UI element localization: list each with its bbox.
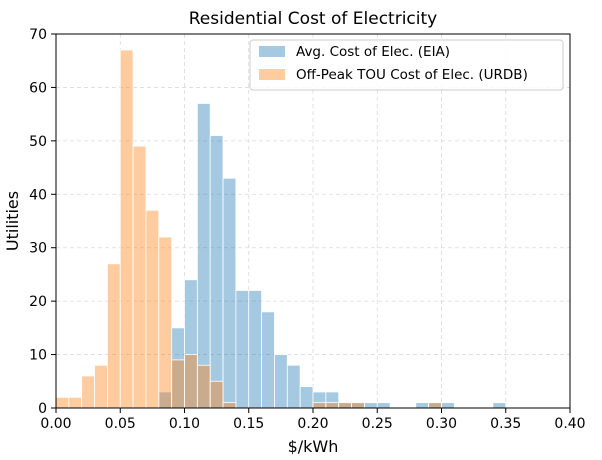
bar-urdb bbox=[196, 364, 211, 409]
bar-urdb bbox=[209, 380, 224, 409]
y-tick-label: 70 bbox=[29, 27, 47, 43]
bar-urdb bbox=[55, 396, 70, 409]
bar-urdb bbox=[171, 359, 185, 409]
bar-urdb bbox=[428, 402, 442, 409]
legend-label-urdb: Off-Peak TOU Cost of Elec. (URDB) bbox=[296, 67, 528, 83]
bar-urdb bbox=[312, 402, 327, 409]
x-tick-label: 0.20 bbox=[297, 416, 328, 432]
x-tick-label: 0.00 bbox=[40, 416, 71, 432]
x-axis-ticks: 0.00 0.05 0.10 0.15 0.20 0.25 0.30 0.35 0.40 bbox=[40, 408, 586, 432]
bar-urdb bbox=[158, 236, 173, 409]
bar-urdb bbox=[107, 263, 121, 409]
bar-urdb bbox=[222, 402, 237, 409]
x-tick-label: 0.25 bbox=[362, 416, 393, 432]
bar-eia bbox=[248, 290, 263, 409]
x-tick-label: 0.40 bbox=[554, 416, 585, 432]
bar-urdb bbox=[325, 402, 340, 409]
bar-eia bbox=[415, 402, 430, 409]
bar-urdb bbox=[119, 49, 134, 409]
bar-urdb bbox=[132, 145, 147, 409]
y-tick-label: 0 bbox=[38, 401, 47, 417]
x-tick-label: 0.30 bbox=[426, 416, 457, 432]
legend-label-eia: Avg. Cost of Elec. (EIA) bbox=[296, 44, 450, 60]
bar-urdb bbox=[81, 375, 95, 409]
legend-box bbox=[249, 39, 564, 91]
bar-eia bbox=[196, 103, 211, 409]
x-tick-label: 0.15 bbox=[233, 416, 264, 432]
bar-eia bbox=[222, 177, 237, 409]
bar-eia bbox=[363, 402, 378, 409]
x-tick-label: 0.05 bbox=[105, 416, 136, 432]
chart-title: Residential Cost of Electricity bbox=[189, 9, 437, 29]
histogram-bars bbox=[55, 49, 507, 409]
y-tick-label: 60 bbox=[29, 80, 47, 96]
bar-eia bbox=[441, 402, 455, 409]
bar-urdb bbox=[184, 354, 198, 409]
y-tick-label: 40 bbox=[29, 187, 47, 203]
bar-urdb bbox=[68, 396, 83, 409]
bar-eia bbox=[299, 386, 314, 409]
x-tick-label: 0.10 bbox=[169, 416, 200, 432]
bar-urdb bbox=[338, 402, 352, 409]
bar-urdb bbox=[351, 402, 365, 409]
y-tick-label: 30 bbox=[29, 241, 47, 257]
y-axis-ticks: 0 10 20 30 40 50 60 70 bbox=[29, 27, 56, 417]
legend: Avg. Cost of Elec. (EIA) Off-Peak TOU Co… bbox=[249, 39, 564, 91]
x-axis-label: $/kWh bbox=[288, 437, 339, 456]
x-tick-label: 0.35 bbox=[490, 416, 521, 432]
bar-eia bbox=[235, 290, 250, 409]
bar-eia bbox=[286, 364, 301, 409]
y-tick-label: 20 bbox=[29, 294, 47, 310]
legend-swatch-eia bbox=[259, 46, 285, 57]
bar-eia bbox=[274, 354, 288, 409]
y-tick-label: 50 bbox=[29, 134, 47, 150]
bar-urdb bbox=[145, 209, 160, 409]
legend-swatch-urdb bbox=[259, 69, 285, 80]
y-axis-label: Utilities bbox=[3, 191, 22, 251]
bar-urdb bbox=[94, 364, 108, 409]
bar-eia bbox=[209, 135, 224, 409]
bar-eia bbox=[492, 402, 507, 409]
bar-eia bbox=[261, 311, 275, 409]
y-tick-label: 10 bbox=[29, 348, 47, 364]
bar-eia bbox=[376, 402, 391, 409]
